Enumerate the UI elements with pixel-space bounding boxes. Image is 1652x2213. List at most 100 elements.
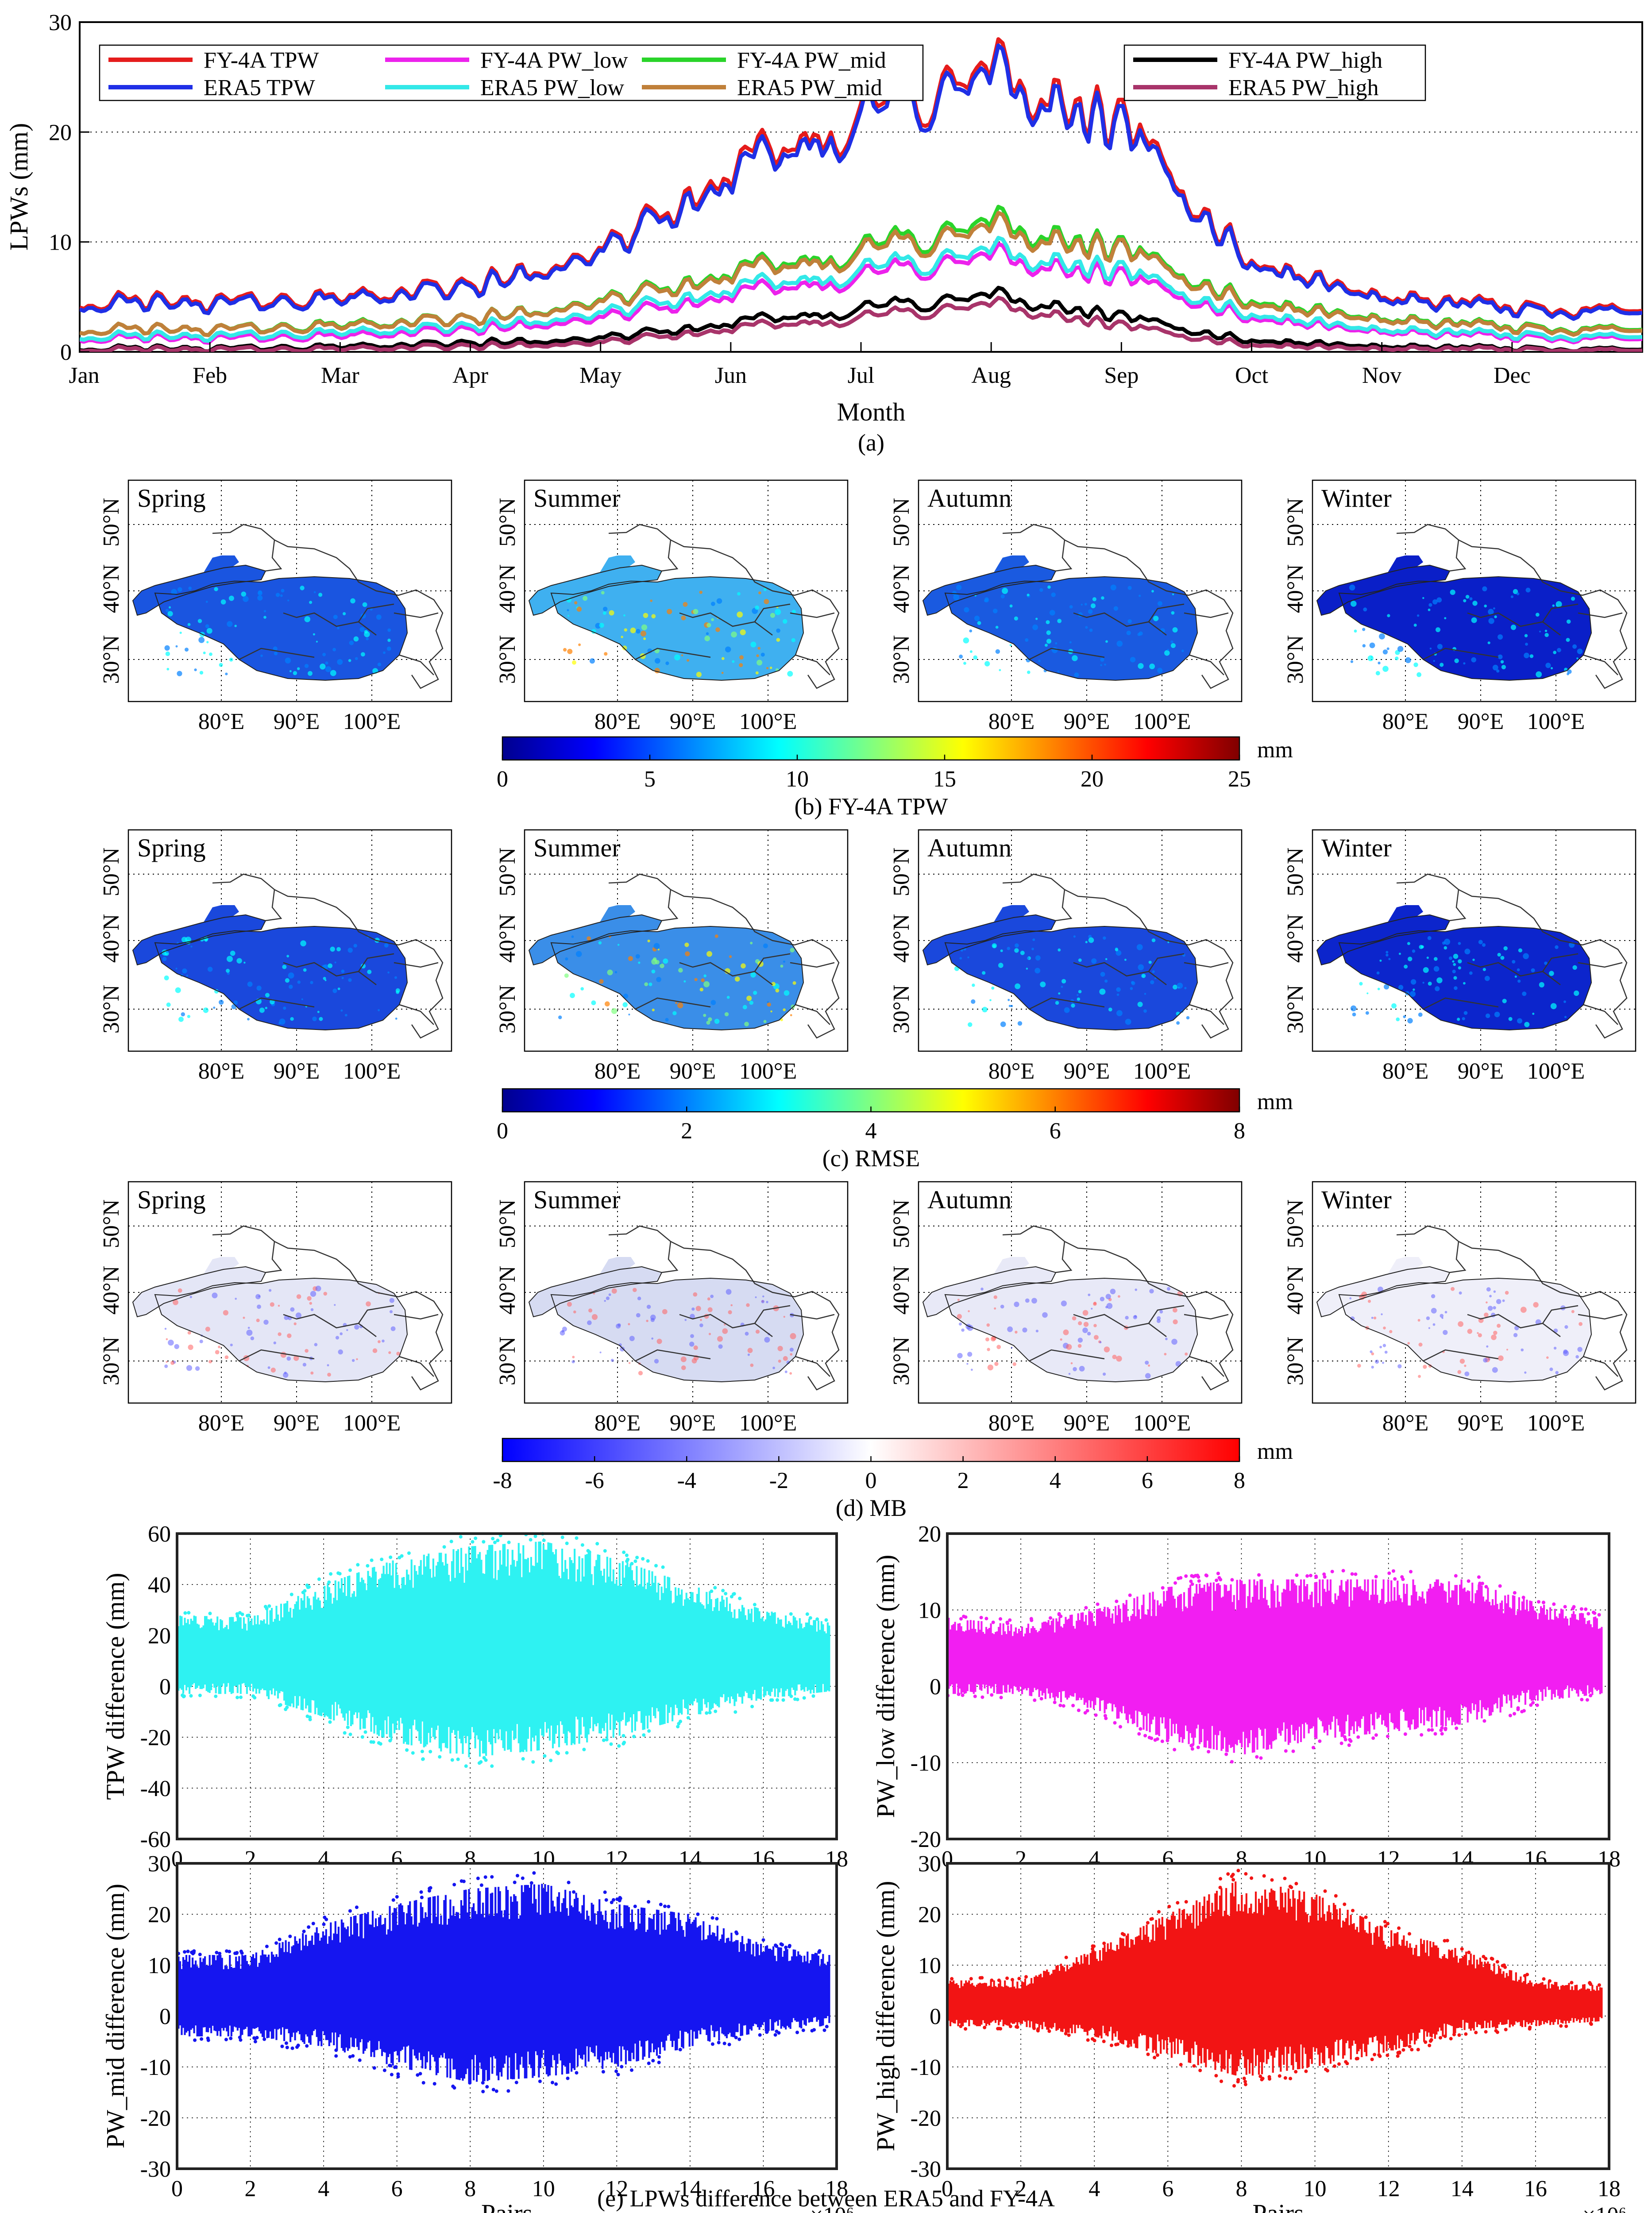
- scatter-outlier: [1059, 1614, 1063, 1618]
- lon-label: 90°E: [274, 1411, 320, 1436]
- scatter-outlier: [531, 1760, 535, 1764]
- scatter-outlier: [1386, 1735, 1390, 1739]
- scatter-outlier: [625, 1554, 629, 1557]
- season-label: Winter: [1321, 1185, 1392, 1214]
- texture-dot: [1115, 950, 1122, 956]
- lon-label: 100°E: [1527, 1059, 1585, 1084]
- texture-dot: [1482, 586, 1487, 591]
- country-border: [1542, 1305, 1579, 1324]
- region-outline: [550, 1277, 804, 1383]
- texture-dot: [994, 1361, 999, 1366]
- texture-dot: [1428, 603, 1432, 607]
- texture-dot: [265, 1006, 267, 1010]
- texture-dot: [784, 990, 790, 996]
- texture-dot: [1469, 971, 1473, 975]
- texture-dot: [637, 1296, 641, 1300]
- country-border: [635, 648, 711, 660]
- scatter-outlier: [1304, 2069, 1308, 2073]
- scatter-outlier: [295, 2045, 299, 2049]
- texture-dot: [980, 1288, 984, 1291]
- texture-dot: [1148, 960, 1152, 964]
- scatter-xtick-label: 16: [752, 2176, 775, 2201]
- region-outline: [528, 914, 663, 966]
- texture-dot: [622, 1002, 628, 1007]
- country-border: [212, 1225, 444, 1391]
- scatter-outlier: [1410, 2047, 1414, 2051]
- scatter-outlier: [1420, 1733, 1424, 1737]
- texture-dot: [1510, 595, 1513, 598]
- scatter-outlier: [1588, 1981, 1592, 1985]
- legend-label: ERA5 PW_low: [480, 75, 624, 100]
- scatter-outlier: [1189, 1579, 1193, 1583]
- country-border: [212, 873, 444, 1039]
- texture-dot: [359, 627, 365, 632]
- scatter-outlier: [481, 2081, 485, 2085]
- texture-dot: [608, 1293, 611, 1296]
- texture-dot: [384, 943, 389, 948]
- texture-dot: [740, 629, 746, 636]
- texture-dot: [620, 1346, 625, 1352]
- texture-dot: [190, 945, 193, 948]
- scatter-outlier: [1047, 2029, 1051, 2033]
- texture-dot: [1487, 641, 1490, 644]
- texture-dot: [1375, 1359, 1379, 1364]
- texture-dot: [1371, 1365, 1374, 1369]
- texture-dot: [1572, 965, 1577, 970]
- scatter-outlier: [358, 2058, 362, 2062]
- texture-dot: [333, 615, 338, 619]
- scatter-outlier: [1502, 1963, 1506, 1967]
- country-border: [790, 962, 835, 968]
- lat-label: 40°N: [1283, 1266, 1308, 1315]
- texture-dot: [1088, 937, 1094, 943]
- texture-dot: [325, 661, 328, 665]
- region-fill: [595, 1257, 635, 1281]
- scatter-outlier: [263, 1604, 267, 1608]
- texture-dot: [1520, 1307, 1527, 1313]
- texture-dot: [257, 1304, 261, 1309]
- texture-dot: [289, 670, 292, 672]
- texture-dot: [229, 658, 233, 662]
- texture-dot: [1082, 1327, 1088, 1333]
- texture-dot: [1057, 670, 1060, 673]
- legend-label: ERA5 PW_high: [1228, 75, 1378, 100]
- country-border: [1583, 654, 1618, 675]
- texture-dot: [1371, 1352, 1374, 1356]
- texture-dot: [1366, 992, 1369, 995]
- region-texture: [164, 1285, 400, 1378]
- scatter-outlier: [1061, 1704, 1065, 1708]
- texture-dot: [1091, 1307, 1093, 1310]
- colorbar-tick-label: -8: [493, 1468, 512, 1493]
- texture-dot: [166, 951, 168, 953]
- texture-dot: [1181, 649, 1184, 652]
- scatter-outlier: [959, 2024, 963, 2028]
- scatter-outlier: [476, 1876, 480, 1880]
- texture-dot: [994, 1307, 996, 1310]
- season-label: Spring: [137, 484, 206, 513]
- country-border: [679, 962, 773, 985]
- texture-dot: [1159, 1310, 1163, 1314]
- texture-dot: [1417, 1319, 1420, 1322]
- texture-dot: [1078, 958, 1082, 962]
- texture-dot: [690, 1334, 694, 1338]
- scatter-outlier: [999, 2027, 1003, 2031]
- texture-dot: [602, 611, 606, 615]
- scatter-outlier: [1091, 2037, 1094, 2041]
- texture-dot: [230, 950, 235, 956]
- scatter-outlier: [1214, 2074, 1218, 2078]
- texture-dot: [1157, 667, 1163, 673]
- country-border: [212, 524, 444, 689]
- texture-dot: [710, 1295, 714, 1298]
- texture-dot: [246, 1330, 253, 1336]
- scatter-x-multiplier: ×10⁶: [810, 2203, 854, 2213]
- scatter-outlier: [1374, 1733, 1378, 1737]
- scatter-outlier: [1393, 1577, 1397, 1581]
- scatter-outlier: [198, 1952, 202, 1956]
- scatter-outlier: [721, 1588, 725, 1592]
- scatter-outlier: [595, 1542, 599, 1546]
- texture-dot: [1185, 1352, 1188, 1356]
- texture-dot: [1563, 1000, 1566, 1003]
- lat-label: 50°N: [99, 1199, 124, 1248]
- texture-dot: [206, 628, 212, 634]
- texture-dot: [741, 963, 746, 969]
- map-row-caption: (d) MB: [836, 1495, 907, 1521]
